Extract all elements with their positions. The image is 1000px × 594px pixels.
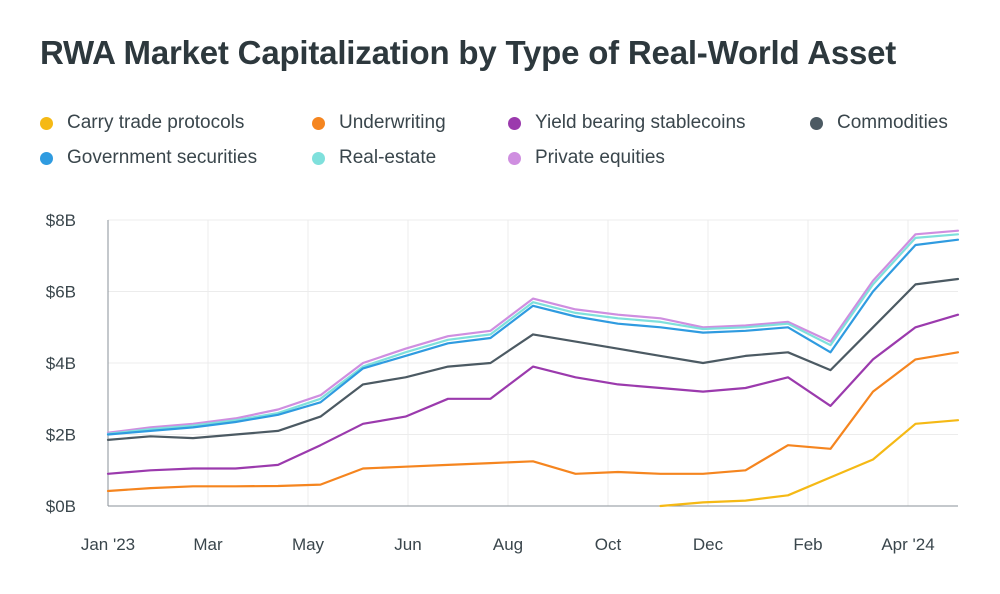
series-line — [106, 229, 960, 434]
legend-item: Commodities — [810, 112, 948, 134]
chart-title: RWA Market Capitalization by Type of Rea… — [40, 34, 897, 71]
series-line — [106, 313, 960, 475]
legend-item: Carry trade protocols — [40, 112, 244, 134]
x-tick-label: Oct — [595, 535, 622, 554]
legend-item: Government securities — [40, 147, 257, 169]
legend-swatch — [508, 151, 521, 165]
x-tick-label: Feb — [793, 535, 822, 554]
legend-swatch — [508, 116, 521, 130]
legend: Carry trade protocols Underwriting Yield b… — [40, 112, 970, 182]
legend-label: Yield bearing stablecoins — [535, 112, 746, 133]
legend-label: Private equities — [535, 147, 665, 168]
legend-swatch — [312, 151, 325, 165]
legend-label: Real-estate — [339, 147, 437, 168]
legend-swatch — [40, 151, 53, 165]
y-tick-label: $4B — [46, 354, 76, 373]
legend-item: Private equities — [508, 147, 665, 169]
y-tick-label: $2B — [46, 426, 76, 445]
series-line — [659, 419, 960, 508]
legend-item: Yield bearing stablecoins — [508, 112, 746, 134]
series-line — [106, 233, 960, 435]
legend-label: Underwriting — [339, 112, 446, 133]
x-tick-label: Jan '23 — [81, 535, 135, 554]
x-tick-label: Dec — [693, 535, 724, 554]
legend-label: Commodities — [837, 112, 948, 133]
legend-item: Real-estate — [312, 147, 436, 169]
legend-swatch — [312, 116, 325, 130]
x-tick-label: Mar — [193, 535, 223, 554]
y-tick-label: $6B — [46, 283, 76, 302]
x-tick-label: Apr '24 — [881, 535, 934, 554]
x-tick-label: Aug — [493, 535, 523, 554]
series-line — [106, 351, 960, 493]
y-tick-label: $8B — [46, 211, 76, 230]
legend-label: Government securities — [67, 147, 258, 168]
x-tick-label: May — [292, 535, 325, 554]
legend-swatch — [810, 116, 823, 130]
legend-label: Carry trade protocols — [67, 112, 245, 133]
legend-swatch — [40, 116, 53, 130]
series-line — [106, 238, 960, 436]
y-tick-label: $0B — [46, 497, 76, 516]
series-line — [106, 277, 960, 441]
legend-item: Underwriting — [312, 112, 446, 134]
x-tick-label: Jun — [394, 535, 421, 554]
